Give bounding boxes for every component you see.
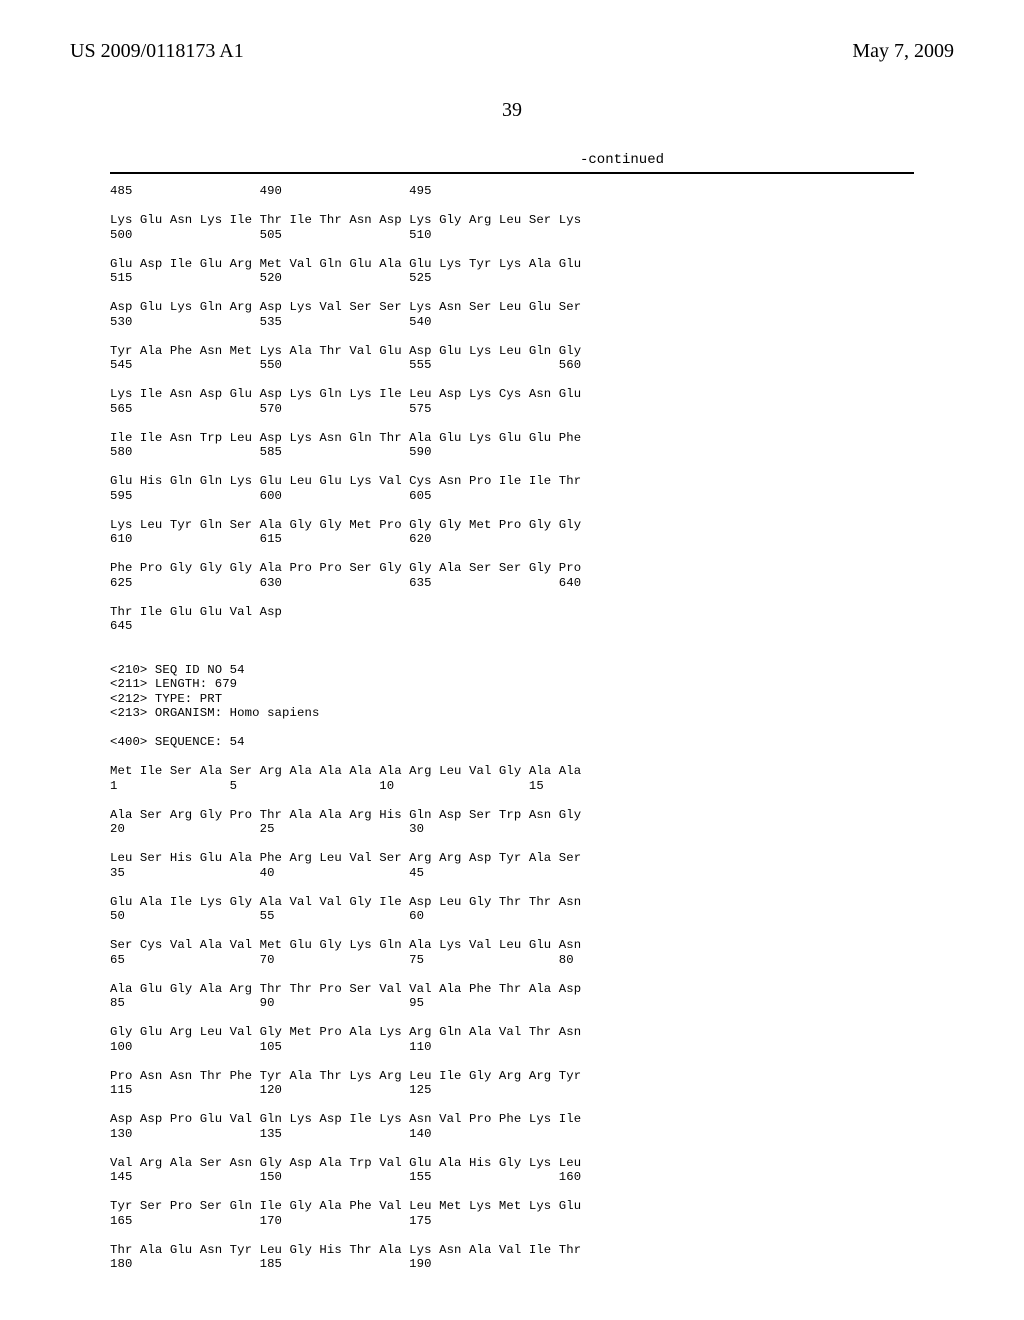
- continued-label: -continued: [110, 152, 914, 168]
- page: US 2009/0118173 A1 May 7, 2009 39 -conti…: [0, 0, 1024, 1320]
- page-number: 39: [0, 99, 1024, 122]
- horizontal-rule: [110, 172, 914, 174]
- sequence-listing: 485 490 495 Lys Glu Asn Lys Ile Thr Ile …: [110, 184, 914, 1272]
- publication-date: May 7, 2009: [852, 40, 954, 63]
- publication-number: US 2009/0118173 A1: [70, 40, 244, 63]
- continued-wrap: -continued: [110, 152, 914, 168]
- page-header: US 2009/0118173 A1 May 7, 2009: [0, 0, 1024, 63]
